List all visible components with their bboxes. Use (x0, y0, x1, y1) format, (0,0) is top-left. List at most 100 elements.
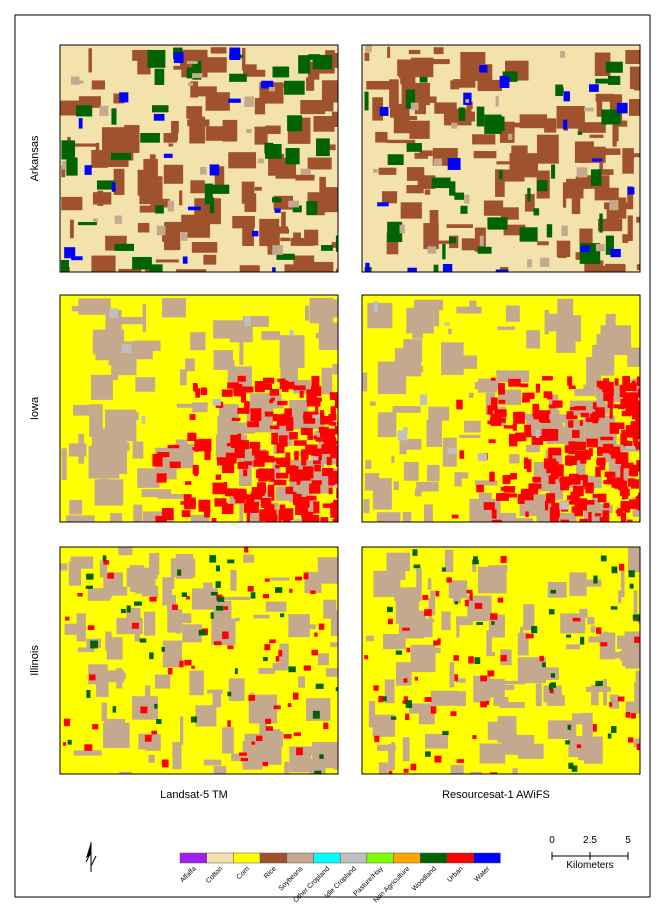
land-patch (112, 183, 116, 192)
land-patch (140, 706, 147, 713)
land-patch (314, 633, 317, 637)
land-patch (563, 91, 569, 101)
land-patch (77, 593, 82, 596)
land-patch (560, 51, 565, 58)
land-patch (243, 555, 254, 563)
land-patch (295, 175, 314, 181)
land-patch (464, 421, 481, 433)
land-patch (474, 151, 497, 158)
land-patch (364, 53, 369, 61)
land-patch (152, 191, 161, 196)
land-patch (252, 231, 258, 236)
legend-swatch (340, 853, 367, 863)
land-patch (164, 154, 173, 158)
land-patch (389, 79, 399, 107)
land-patch (558, 242, 567, 258)
land-patch (181, 232, 187, 241)
land-patch (227, 692, 231, 697)
land-patch (420, 394, 427, 405)
land-patch (580, 637, 584, 645)
land-patch (434, 756, 441, 763)
land-patch (578, 132, 583, 135)
land-patch (411, 103, 419, 111)
land-patch (621, 430, 627, 434)
land-patch (203, 583, 212, 593)
land-patch (251, 592, 256, 598)
land-patch (569, 572, 586, 595)
land-patch (230, 570, 236, 591)
land-patch (252, 487, 262, 493)
land-patch (596, 244, 605, 251)
land-patch (370, 401, 376, 405)
land-patch (449, 181, 455, 195)
land-patch (591, 626, 595, 633)
land-patch (622, 234, 628, 243)
land-patch (627, 405, 638, 412)
land-patch (304, 573, 309, 580)
land-patch (468, 656, 474, 663)
land-patch (284, 734, 292, 739)
land-patch (286, 423, 293, 431)
land-patch (542, 376, 553, 380)
land-patch (109, 308, 117, 318)
land-patch (547, 394, 552, 399)
land-patch (557, 299, 573, 326)
land-patch (255, 187, 262, 191)
land-patch (409, 116, 418, 120)
land-patch (455, 601, 458, 604)
land-patch (155, 675, 170, 689)
land-patch (469, 393, 473, 398)
land-patch (214, 601, 232, 623)
land-patch (419, 622, 432, 637)
land-patch (85, 165, 92, 175)
land-patch (441, 342, 464, 375)
land-patch (204, 760, 221, 766)
land-patch (501, 487, 506, 491)
land-patch (400, 72, 415, 84)
land-patch (491, 378, 496, 381)
land-patch (300, 391, 304, 398)
land-patch (304, 665, 311, 670)
land-patch (216, 474, 221, 479)
land-patch (406, 700, 412, 708)
land-patch (501, 730, 516, 754)
land-patch (476, 485, 484, 493)
land-patch (489, 472, 494, 482)
land-patch (210, 197, 214, 213)
land-patch (263, 378, 274, 384)
land-patch (288, 666, 295, 672)
land-patch (272, 197, 281, 202)
land-patch (137, 468, 159, 488)
land-patch (304, 230, 318, 246)
land-patch (569, 386, 576, 390)
land-patch (576, 176, 592, 186)
land-patch (566, 415, 577, 419)
land-patch (536, 430, 540, 438)
land-patch (498, 598, 504, 603)
land-patch (425, 189, 430, 194)
land-patch (162, 760, 169, 768)
land-patch (462, 238, 477, 250)
land-patch (511, 145, 527, 153)
land-patch (608, 397, 614, 408)
land-patch (567, 376, 572, 385)
land-patch (223, 606, 228, 610)
land-patch (597, 334, 619, 349)
land-patch (547, 224, 552, 237)
land-patch (255, 127, 268, 145)
land-patch (276, 656, 279, 662)
land-patch (476, 622, 483, 625)
land-patch (401, 202, 422, 218)
land-patch (310, 298, 334, 323)
land-patch (155, 69, 165, 85)
land-patch (301, 451, 309, 460)
land-patch (192, 447, 196, 450)
land-patch (250, 408, 261, 421)
land-patch (425, 734, 448, 749)
land-patch (303, 415, 307, 419)
land-patch (185, 481, 191, 485)
land-patch (559, 501, 569, 510)
land-patch (114, 244, 134, 251)
land-patch (631, 396, 636, 401)
land-patch (424, 609, 432, 616)
